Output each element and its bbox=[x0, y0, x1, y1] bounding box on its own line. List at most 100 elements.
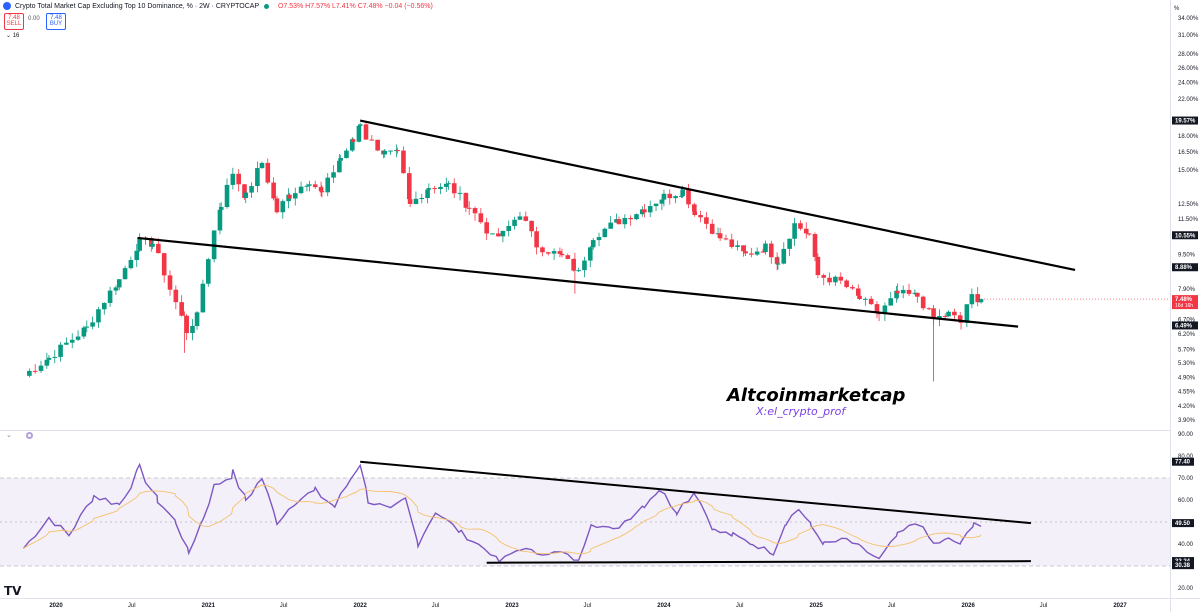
candle-body bbox=[906, 289, 912, 294]
candle-body bbox=[413, 198, 419, 204]
time-tick-label: 2026 bbox=[961, 603, 975, 609]
candle-body bbox=[249, 186, 254, 193]
price-label: 6.49% bbox=[1175, 323, 1193, 329]
candle-body bbox=[616, 219, 622, 225]
indicator-chevron-icon[interactable]: ⌄ bbox=[6, 432, 12, 439]
sell-label: SELL bbox=[6, 21, 22, 27]
candle-body bbox=[926, 308, 932, 310]
candle-body bbox=[894, 290, 899, 299]
time-tick-label: Jul bbox=[584, 603, 592, 609]
buy-button[interactable]: 7.48 BUY bbox=[46, 13, 66, 30]
rsi-ma-line bbox=[23, 484, 982, 555]
candle-body bbox=[265, 162, 271, 183]
candle-body bbox=[931, 308, 936, 320]
rsi-indicator-icon[interactable] bbox=[26, 432, 33, 439]
time-tick-label: Jul bbox=[888, 603, 896, 609]
candle-body bbox=[608, 222, 613, 229]
rsi-tick-label: 70.00 bbox=[1178, 476, 1194, 482]
chart-header: Crypto Total Market Cap Excluding Top 10… bbox=[0, 0, 1170, 14]
candle-body bbox=[280, 201, 286, 213]
candle-body bbox=[344, 150, 349, 158]
candle-body bbox=[512, 219, 517, 226]
candle-body bbox=[401, 150, 406, 174]
candle-body bbox=[38, 365, 44, 371]
candle-body bbox=[506, 225, 512, 231]
candle-body bbox=[369, 139, 375, 141]
spread-value: 0.00 bbox=[28, 16, 40, 22]
candle-body bbox=[113, 287, 119, 291]
candle-body bbox=[614, 219, 619, 223]
candle-body bbox=[490, 233, 495, 235]
time-tick-label: 2022 bbox=[353, 603, 367, 609]
watermark-brand: Altcoinmarketcap bbox=[727, 385, 906, 406]
candle-body bbox=[545, 252, 551, 254]
candle-body bbox=[242, 184, 247, 198]
price-tick-label: 18.00% bbox=[1178, 134, 1199, 140]
time-tick-label: 2027 bbox=[1113, 603, 1127, 609]
sell-price: 7.48 bbox=[8, 15, 20, 21]
tradingview-logo-icon[interactable]: 𝗧𝗩 bbox=[4, 584, 22, 598]
candle-body bbox=[749, 253, 754, 255]
volume-toggle[interactable]: ⌄ 16 bbox=[6, 32, 19, 39]
candle-body bbox=[287, 194, 292, 199]
candle-body bbox=[874, 304, 880, 314]
candle-body bbox=[224, 184, 230, 208]
axis-unit: % bbox=[1174, 6, 1180, 12]
rsi-label-bg bbox=[1172, 457, 1194, 466]
candle-body bbox=[920, 296, 926, 309]
candle-body bbox=[942, 315, 948, 317]
candle-body bbox=[407, 199, 413, 204]
candle-body bbox=[122, 268, 128, 280]
candle-body bbox=[444, 183, 449, 187]
price-tick-label: 3.90% bbox=[1178, 418, 1196, 424]
candle-body bbox=[457, 192, 463, 194]
candle-body bbox=[717, 233, 723, 239]
price-tick-label: 6.70% bbox=[1178, 318, 1196, 324]
candle-body bbox=[194, 312, 200, 326]
candle-body bbox=[161, 253, 167, 276]
candle-body bbox=[571, 258, 576, 271]
candle-body bbox=[496, 233, 501, 237]
candle-body bbox=[478, 213, 484, 223]
price-tick-label: 4.55% bbox=[1178, 389, 1196, 395]
candle-body bbox=[271, 182, 276, 199]
time-tick-label: 2020 bbox=[49, 603, 63, 609]
price-tick-label: 4.90% bbox=[1178, 376, 1196, 382]
candle-body bbox=[709, 223, 715, 234]
candle-body bbox=[838, 276, 844, 281]
buy-price: 7.48 bbox=[50, 15, 62, 21]
rsi-tick-label: 80.00 bbox=[1178, 454, 1194, 460]
candle-body bbox=[551, 251, 557, 254]
ohlc-values: O7.53% H7.57% L7.41% C7.48% −0.04 (−0.56… bbox=[277, 3, 433, 10]
price-tick-label: 22.00% bbox=[1178, 97, 1199, 103]
candle-body bbox=[680, 189, 685, 196]
candle-body bbox=[729, 239, 735, 247]
pane-separator bbox=[0, 430, 1170, 431]
candle-body bbox=[540, 247, 545, 253]
candle-body bbox=[356, 125, 362, 142]
candle-body bbox=[642, 209, 647, 213]
price-label: 19.57% bbox=[1175, 119, 1196, 125]
candle-body bbox=[596, 237, 602, 241]
candle-body bbox=[426, 188, 432, 190]
candle-body bbox=[946, 311, 951, 317]
price-axis-border bbox=[1170, 0, 1171, 612]
price-countdown: 16d 16h bbox=[1175, 303, 1193, 309]
sell-button[interactable]: 7.48 SELL bbox=[4, 13, 24, 30]
candle-body bbox=[698, 215, 703, 218]
price-label-bg bbox=[1172, 321, 1198, 330]
candle-body bbox=[200, 283, 206, 313]
price-tick-label: 24.00% bbox=[1178, 81, 1199, 87]
candle-body bbox=[472, 208, 478, 214]
candle-body bbox=[781, 248, 787, 264]
candle-body bbox=[137, 237, 142, 251]
candle-body bbox=[466, 207, 472, 209]
candle-body bbox=[319, 191, 325, 193]
candle-body bbox=[243, 192, 249, 198]
candle-body bbox=[349, 139, 355, 151]
candle-body bbox=[173, 289, 179, 303]
symbol-title[interactable]: Crypto Total Market Cap Excluding Top 10… bbox=[14, 3, 260, 10]
candle-body bbox=[230, 173, 236, 185]
candle-body bbox=[179, 302, 184, 316]
